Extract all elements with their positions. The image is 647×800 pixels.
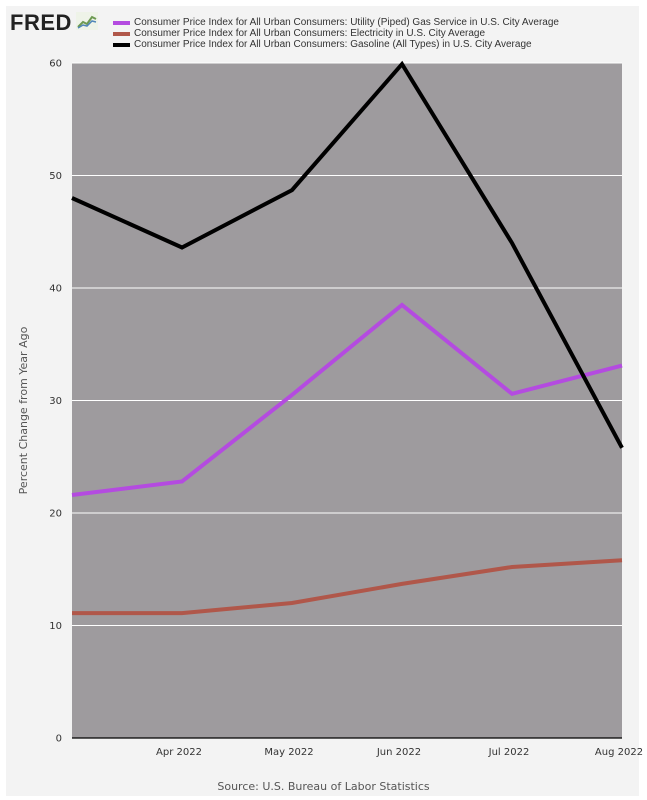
legend-label-gas-service: Consumer Price Index for All Urban Consu… <box>134 17 559 28</box>
legend-swatch-gasoline <box>113 42 130 47</box>
legend-item-gas-service[interactable]: Consumer Price Index for All Urban Consu… <box>113 17 559 28</box>
grid-lines <box>72 62 622 626</box>
legend-label-gasoline: Consumer Price Index for All Urban Consu… <box>134 39 532 50</box>
legend-label-electricity: Consumer Price Index for All Urban Consu… <box>134 28 486 39</box>
chart-legend: Consumer Price Index for All Urban Consu… <box>113 17 559 50</box>
source-note: Source: U.S. Bureau of Labor Statistics <box>217 780 430 793</box>
y-tick-label: 60 <box>49 59 62 70</box>
legend-item-gasoline[interactable]: Consumer Price Index for All Urban Consu… <box>113 39 559 50</box>
y-axis-ticks: 0 10 20 30 40 50 60 <box>49 59 62 745</box>
legend-swatch-electricity <box>113 31 130 36</box>
x-axis-ticks: Apr 2022 May 2022 Jun 2022 Jul 2022 Aug 2022 <box>156 747 643 758</box>
x-tick-label: Jul 2022 <box>488 747 530 758</box>
x-tick-label: May 2022 <box>264 747 313 758</box>
legend-item-electricity[interactable]: Consumer Price Index for All Urban Consu… <box>113 28 559 39</box>
x-tick-label: Jun 2022 <box>376 747 421 758</box>
x-tick-label: Aug 2022 <box>595 747 643 758</box>
line-chart-icon <box>75 12 98 34</box>
y-tick-label: 20 <box>49 509 62 520</box>
y-tick-label: 10 <box>49 621 62 632</box>
x-tick-label: Apr 2022 <box>156 747 202 758</box>
y-tick-label: 30 <box>49 396 62 407</box>
legend-swatch-gas-service <box>113 20 130 25</box>
fred-logo[interactable]: FRED <box>10 10 98 36</box>
series-line-electricity <box>72 558 623 616</box>
y-tick-label: 50 <box>49 171 62 182</box>
y-tick-label: 40 <box>49 284 62 295</box>
y-axis-title: Percent Change from Year Ago <box>17 326 30 494</box>
series-lines <box>71 60 624 616</box>
fred-logo-text: FRED <box>10 10 72 35</box>
series-line-gas-service <box>71 302 623 497</box>
series-line-gasoline <box>71 60 624 449</box>
y-tick-label: 0 <box>56 734 62 745</box>
